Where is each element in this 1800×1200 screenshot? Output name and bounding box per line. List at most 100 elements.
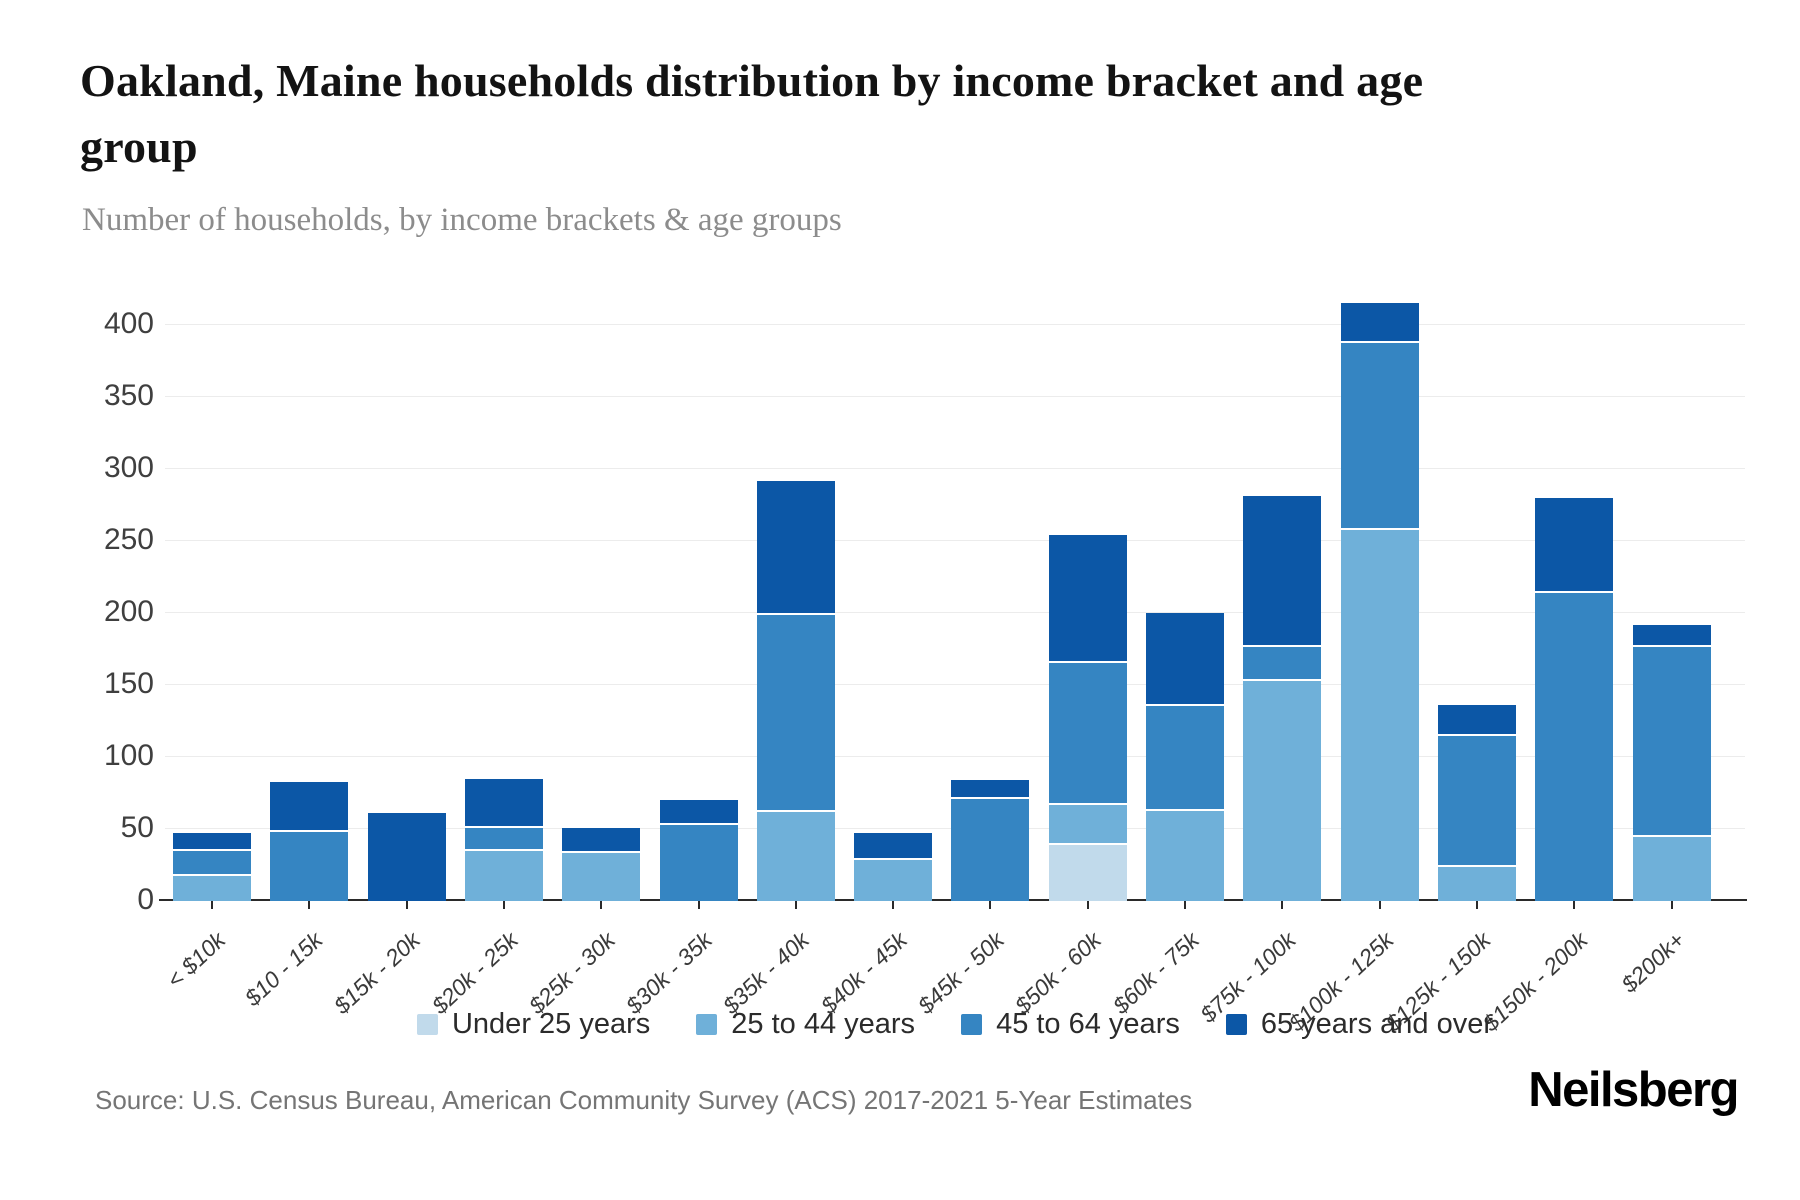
legend-item-45-to-64[interactable]: 45 to 64 years: [961, 1008, 1180, 1041]
bar-segment[interactable]: [951, 797, 1030, 901]
legend-item-65-and-over[interactable]: 65 years and over: [1225, 1008, 1494, 1041]
chart-legend: Under 25 years 25 to 44 years 45 to 64 y…: [165, 1008, 1745, 1041]
y-axis-tick-label: 200: [103, 595, 154, 628]
bar-25k-30k[interactable]: [562, 827, 641, 901]
bar-segment[interactable]: [659, 800, 738, 824]
bar-segment[interactable]: [1632, 644, 1711, 835]
bar-segment[interactable]: [756, 810, 835, 901]
bar-15k-20k[interactable]: [367, 813, 446, 901]
bar-40k-45k[interactable]: [854, 833, 933, 901]
bar-segment[interactable]: [1632, 624, 1711, 645]
bar-125k-150k[interactable]: [1437, 705, 1516, 901]
gridline: [165, 396, 1745, 397]
x-axis-tick-label: $15k - 20k: [328, 926, 426, 1019]
page-title-line-1: Oakland, Maine households distribution b…: [80, 55, 1424, 106]
bar-segment[interactable]: [1243, 679, 1322, 901]
bar-segment[interactable]: [562, 827, 641, 851]
bar-100k-125k[interactable]: [1340, 303, 1419, 901]
bar-segment[interactable]: [659, 823, 738, 901]
bar-segment[interactable]: [562, 850, 641, 901]
bar-segment[interactable]: [1437, 733, 1516, 865]
x-axis-tick: [1184, 901, 1186, 909]
bar-10-15k[interactable]: [270, 781, 349, 901]
y-axis-tick-label: 100: [103, 739, 154, 772]
bar-segment[interactable]: [1243, 644, 1322, 680]
x-axis-tick-label: $30k - 35k: [620, 926, 718, 1019]
bar-segment[interactable]: [173, 833, 251, 850]
y-axis-tick-label: 150: [103, 667, 154, 700]
bar-30k-35k[interactable]: [659, 800, 738, 901]
source-attribution: Source: U.S. Census Bureau, American Com…: [95, 1085, 1193, 1115]
bar-segment[interactable]: [367, 813, 446, 901]
bar-segment[interactable]: [270, 781, 349, 831]
bar-segment[interactable]: [1340, 528, 1419, 901]
bar-50k-60k[interactable]: [1048, 535, 1127, 901]
bar-segment[interactable]: [1048, 660, 1127, 804]
bar-segment[interactable]: [270, 830, 349, 901]
bar-segment[interactable]: [756, 613, 835, 811]
legend-swatch-under-25-icon: [416, 1014, 438, 1035]
bar-segment[interactable]: [1146, 808, 1224, 901]
legend-label: Under 25 years: [451, 1008, 651, 1040]
legend-label: 65 years and over: [1260, 1008, 1494, 1040]
bar-45k-50k[interactable]: [951, 780, 1030, 901]
bar-segment[interactable]: [1048, 843, 1127, 901]
bar-segment[interactable]: [1340, 303, 1419, 341]
bar-10k[interactable]: [173, 833, 251, 901]
x-axis-tick-label: $10 - 15k: [239, 926, 328, 1012]
bar-segment[interactable]: [1535, 497, 1614, 592]
x-axis-tick: [1670, 901, 1673, 909]
gridline: [165, 540, 1745, 541]
page-title-line-2: group: [80, 121, 198, 172]
bar-segment[interactable]: [951, 780, 1030, 798]
bar-segment[interactable]: [464, 826, 543, 850]
neilsberg-logo[interactable]: Neilsberg: [1528, 1063, 1739, 1117]
chart-subtitle: Number of households, by income brackets…: [82, 202, 842, 238]
x-axis-tick-label: $45k - 50k: [912, 926, 1009, 1019]
x-axis-tick-label: $25k - 30k: [523, 926, 620, 1019]
x-axis-tick-label: $200k+: [1616, 926, 1691, 998]
bar-20k-25k[interactable]: [464, 778, 543, 901]
bar-60k-75k[interactable]: [1146, 613, 1224, 901]
bar-segment[interactable]: [756, 480, 835, 614]
legend-swatch-25-to-44-icon: [696, 1014, 718, 1035]
bar-segment[interactable]: [1048, 803, 1127, 844]
y-axis-tick-label: 250: [103, 523, 154, 556]
bar-150k-200k[interactable]: [1535, 497, 1614, 901]
y-axis-tick-label: 50: [120, 811, 154, 844]
bar-segment[interactable]: [464, 778, 543, 827]
bar-segment[interactable]: [854, 857, 933, 901]
x-axis-tick: [1475, 901, 1478, 909]
bar-segment[interactable]: [1243, 496, 1322, 645]
y-axis-tick-label: 350: [103, 379, 154, 412]
x-axis-tick-label: < $10k: [161, 926, 231, 994]
gridline: [165, 684, 1745, 685]
bar-75k-100k[interactable]: [1243, 496, 1322, 901]
bar-segment[interactable]: [464, 849, 543, 901]
bar-segment[interactable]: [1437, 865, 1516, 901]
gridline: [165, 612, 1745, 613]
legend-swatch-45-to-64-icon: [961, 1014, 983, 1035]
bar-segment[interactable]: [1535, 591, 1614, 901]
x-axis-tick: [1086, 901, 1089, 909]
bar-segment[interactable]: [1146, 613, 1224, 704]
x-axis-tick: [1573, 901, 1576, 909]
bar-segment[interactable]: [1048, 535, 1127, 661]
page-title: Oakland, Maine households distribution b…: [80, 48, 1510, 180]
bar-segment[interactable]: [173, 873, 251, 901]
bar-segment[interactable]: [1437, 705, 1516, 734]
bar-segment[interactable]: [1340, 340, 1419, 529]
legend-item-25-to-44[interactable]: 25 to 44 years: [696, 1008, 915, 1041]
legend-item-under-25[interactable]: Under 25 years: [416, 1008, 651, 1041]
x-axis-tick: [308, 901, 311, 909]
bar-segment[interactable]: [854, 833, 933, 858]
bar-35k-40k[interactable]: [756, 480, 835, 901]
bar-segment[interactable]: [173, 849, 251, 874]
x-axis-tick-label: $35k - 40k: [718, 926, 815, 1019]
bar-segment[interactable]: [1632, 834, 1711, 901]
x-axis-tick-label: $40k - 45k: [815, 926, 912, 1019]
legend-label: 45 to 64 years: [996, 1008, 1180, 1040]
x-axis-tick: [1378, 901, 1381, 909]
bar-segment[interactable]: [1146, 703, 1224, 809]
bar-200k[interactable]: [1632, 624, 1711, 901]
